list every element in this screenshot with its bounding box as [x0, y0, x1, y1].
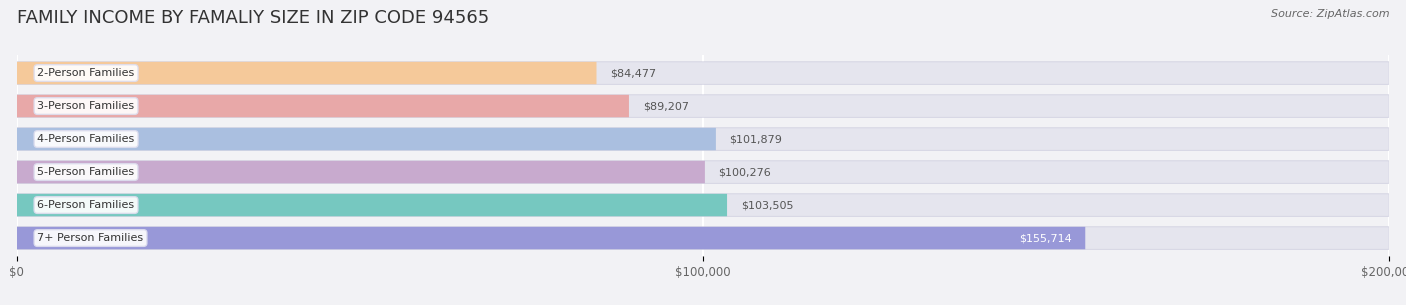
Text: 7+ Person Families: 7+ Person Families — [38, 233, 143, 243]
FancyBboxPatch shape — [17, 62, 1389, 84]
Text: $89,207: $89,207 — [643, 101, 689, 111]
FancyBboxPatch shape — [17, 161, 704, 183]
FancyBboxPatch shape — [17, 62, 596, 84]
FancyBboxPatch shape — [17, 95, 628, 117]
FancyBboxPatch shape — [17, 95, 1389, 117]
Text: 2-Person Families: 2-Person Families — [38, 68, 135, 78]
FancyBboxPatch shape — [17, 128, 1389, 150]
FancyBboxPatch shape — [17, 227, 1085, 249]
FancyBboxPatch shape — [17, 128, 716, 150]
Text: $155,714: $155,714 — [1019, 233, 1071, 243]
Text: 6-Person Families: 6-Person Families — [38, 200, 135, 210]
Text: Source: ZipAtlas.com: Source: ZipAtlas.com — [1271, 9, 1389, 19]
FancyBboxPatch shape — [17, 161, 1389, 183]
Text: 3-Person Families: 3-Person Families — [38, 101, 135, 111]
FancyBboxPatch shape — [17, 227, 1389, 249]
Text: $84,477: $84,477 — [610, 68, 657, 78]
Text: 4-Person Families: 4-Person Families — [38, 134, 135, 144]
Text: 5-Person Families: 5-Person Families — [38, 167, 135, 177]
FancyBboxPatch shape — [17, 194, 1389, 216]
FancyBboxPatch shape — [17, 194, 727, 216]
Text: FAMILY INCOME BY FAMALIY SIZE IN ZIP CODE 94565: FAMILY INCOME BY FAMALIY SIZE IN ZIP COD… — [17, 9, 489, 27]
Text: $100,276: $100,276 — [718, 167, 772, 177]
Text: $103,505: $103,505 — [741, 200, 793, 210]
Text: $101,879: $101,879 — [730, 134, 783, 144]
